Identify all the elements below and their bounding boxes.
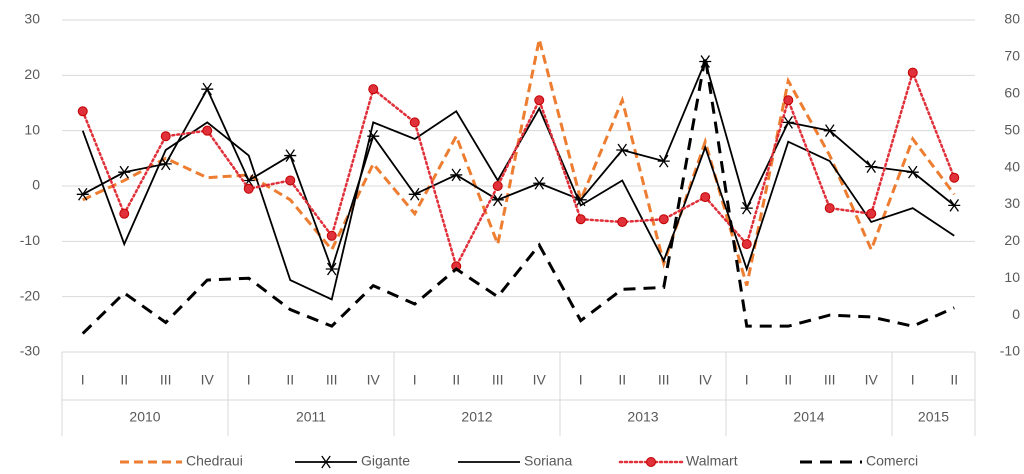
x-tick-label: IV (865, 372, 879, 388)
y2-tick-label: -10 (1000, 343, 1020, 359)
x-tick-label: III (658, 372, 670, 388)
legend-label: Gigante (361, 453, 410, 469)
marker (201, 82, 214, 96)
x-tick-label: I (579, 372, 583, 388)
x-tick-label: II (452, 372, 460, 388)
legend-label: Comerci (866, 453, 918, 469)
x-tick-label: III (160, 372, 172, 388)
y-tick-label: -20 (20, 287, 40, 303)
group-label: 2014 (793, 409, 824, 425)
x-tick-label: III (492, 372, 504, 388)
group-label: 2015 (918, 409, 949, 425)
y2-tick-label: 10 (1004, 269, 1020, 285)
marker (326, 230, 337, 241)
x-tick-label: IV (367, 372, 381, 388)
marker (491, 193, 504, 207)
y2-tick-label: 20 (1004, 232, 1020, 248)
marker (119, 208, 130, 219)
x-tick-label: II (618, 372, 626, 388)
y-tick-label: 0 (32, 177, 40, 193)
marker (740, 201, 753, 215)
marker (533, 176, 546, 190)
y2-tick-label: 80 (1004, 11, 1020, 27)
marker (741, 239, 752, 250)
series-line (82, 58, 955, 272)
marker (160, 131, 171, 142)
marker (906, 165, 919, 179)
legend-label: Walmart (686, 453, 738, 469)
marker (907, 67, 918, 78)
x-tick-label: IV (201, 372, 215, 388)
group-label: 2012 (461, 409, 492, 425)
marker (450, 168, 463, 182)
marker (159, 157, 172, 171)
x-tick-label: III (326, 372, 338, 388)
y2-tick-label: 60 (1004, 84, 1020, 100)
y2-tick-label: 30 (1004, 195, 1020, 211)
marker (409, 117, 420, 128)
marker (782, 115, 795, 129)
marker (865, 160, 878, 174)
marker (202, 125, 213, 136)
y2-tick-label: 0 (1012, 306, 1020, 322)
marker (646, 457, 656, 467)
y-tick-label: -30 (20, 343, 40, 359)
x-tick-label: IV (533, 372, 547, 388)
y-tick-label: -10 (20, 232, 40, 248)
marker (948, 198, 961, 212)
marker (285, 175, 296, 186)
x-tick-label: II (950, 372, 958, 388)
series-line (82, 38, 956, 287)
x-tick-label: II (120, 372, 128, 388)
group-label: 2011 (296, 409, 326, 425)
x-tick-label: III (824, 372, 836, 388)
series-line (81, 56, 955, 335)
marker (534, 95, 545, 106)
series-line (81, 68, 956, 270)
marker (824, 203, 835, 214)
marker (700, 192, 711, 203)
x-tick-label: II (784, 372, 792, 388)
marker (616, 143, 629, 157)
marker (657, 154, 670, 168)
y2-tick-label: 50 (1004, 121, 1020, 137)
x-tick-label: I (745, 372, 749, 388)
y-tick-label: 20 (24, 66, 40, 82)
marker (284, 149, 297, 162)
x-tick-label: I (413, 372, 417, 388)
y-tick-label: 30 (24, 11, 40, 27)
marker (575, 214, 586, 225)
marker (243, 183, 254, 194)
marker (76, 187, 89, 201)
y2-tick-label: 70 (1004, 48, 1020, 64)
group-label: 2013 (627, 409, 658, 425)
marker (658, 214, 669, 225)
group-label: 2010 (129, 409, 160, 425)
marker (368, 84, 379, 95)
x-tick-label: II (286, 372, 294, 388)
y2-tick-label: 40 (1004, 158, 1020, 174)
marker (320, 455, 332, 469)
x-tick-label: IV (699, 372, 713, 388)
marker (823, 124, 836, 138)
legend-label: Chedraui (186, 453, 243, 469)
marker (617, 216, 628, 227)
x-tick-label: I (911, 372, 915, 388)
marker (866, 208, 877, 219)
legend-label: Soriana (524, 453, 572, 469)
marker (949, 172, 960, 183)
y-tick-label: 10 (24, 121, 40, 137)
marker (492, 181, 503, 191)
marker (118, 165, 131, 179)
x-tick-label: I (81, 372, 85, 388)
marker (77, 106, 88, 117)
x-tick-label: I (247, 372, 251, 388)
marker (325, 262, 338, 276)
marker (408, 187, 421, 201)
marker (783, 95, 794, 106)
